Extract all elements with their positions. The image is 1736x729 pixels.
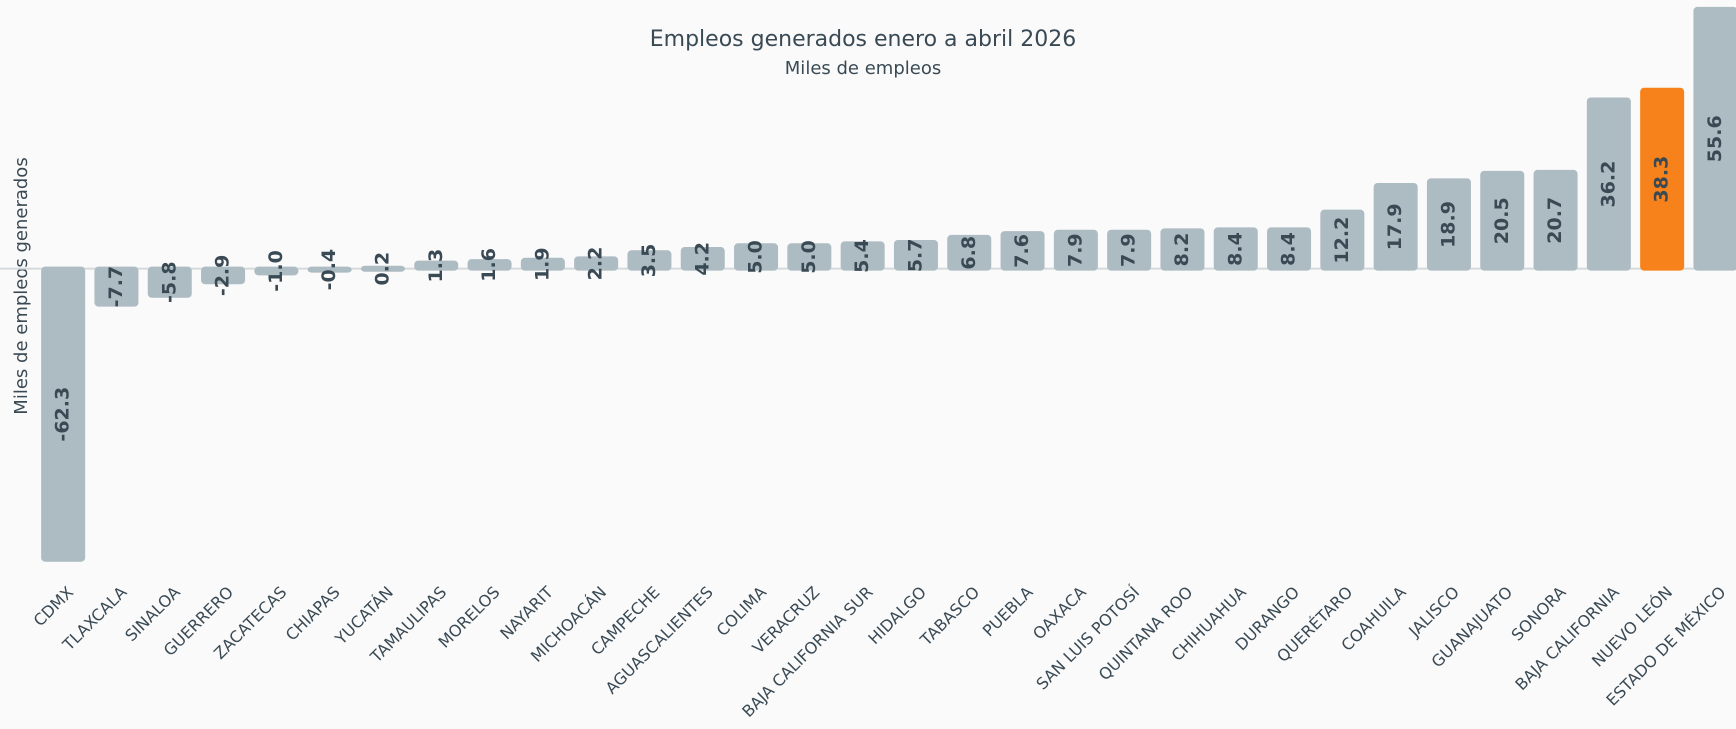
bar (414, 260, 459, 271)
value-label: 5.0 (798, 240, 820, 274)
bar (734, 243, 779, 271)
bar (1533, 169, 1578, 271)
value-label: -5.8 (158, 261, 180, 303)
value-label: 1.6 (478, 248, 500, 282)
value-label: 17.9 (1384, 203, 1406, 250)
bar (520, 257, 565, 271)
value-label: 1.9 (531, 247, 553, 281)
bar (254, 266, 299, 276)
bar (1267, 227, 1312, 271)
bar (1213, 227, 1258, 271)
value-label: 5.0 (745, 240, 767, 274)
value-label: 6.8 (958, 236, 980, 270)
value-label: 8.4 (1278, 232, 1300, 266)
bar (574, 256, 619, 271)
value-label: 20.5 (1491, 197, 1513, 244)
value-label: -62.3 (52, 387, 74, 442)
bar (147, 266, 192, 298)
value-label: 20.7 (1544, 197, 1566, 244)
value-label: 7.9 (1118, 233, 1140, 267)
bar (467, 259, 512, 271)
value-label: 55.6 (1704, 115, 1726, 162)
value-label: 5.7 (904, 238, 926, 272)
value-label: 7.9 (1064, 233, 1086, 267)
chart-subtitle: Miles de empleos (785, 58, 941, 79)
value-label: 1.3 (425, 249, 447, 283)
bar (1373, 183, 1418, 271)
value-label: 38.3 (1651, 156, 1673, 203)
bar (627, 250, 672, 271)
value-label: -7.7 (105, 266, 127, 308)
value-label: 7.6 (1011, 234, 1033, 268)
bar (893, 240, 938, 271)
bar (41, 266, 86, 562)
bar (1426, 178, 1471, 271)
bar (787, 243, 832, 271)
value-label: 8.2 (1171, 233, 1193, 267)
value-label: 36.2 (1597, 161, 1619, 208)
bar (360, 265, 405, 272)
bar (680, 247, 725, 271)
chart-title: Empleos generados enero a abril 2026 (650, 27, 1076, 52)
bar (840, 241, 885, 271)
bar (307, 266, 352, 273)
value-label: 8.4 (1224, 232, 1246, 266)
bar (1320, 209, 1365, 271)
bar (1000, 231, 1045, 271)
value-label: -2.9 (212, 255, 234, 297)
value-label: 3.5 (638, 244, 660, 278)
value-label: -1.0 (265, 250, 287, 292)
value-label: 12.2 (1331, 217, 1353, 264)
bar (94, 266, 139, 307)
bar (1586, 97, 1631, 271)
bar (1640, 87, 1685, 271)
bar (1053, 229, 1098, 271)
value-label: -0.4 (318, 249, 340, 291)
y-axis-label: Miles de empleos generados (11, 157, 32, 414)
bar (1693, 6, 1736, 271)
value-label: 18.9 (1437, 201, 1459, 248)
bar (947, 234, 992, 271)
value-label: 0.2 (371, 252, 393, 286)
bar (1107, 229, 1152, 271)
value-label: 4.2 (691, 242, 713, 276)
bar (201, 266, 246, 285)
value-label: 2.2 (585, 247, 607, 281)
bar (1480, 170, 1525, 271)
value-label: 5.4 (851, 239, 873, 273)
bar (1160, 228, 1205, 271)
